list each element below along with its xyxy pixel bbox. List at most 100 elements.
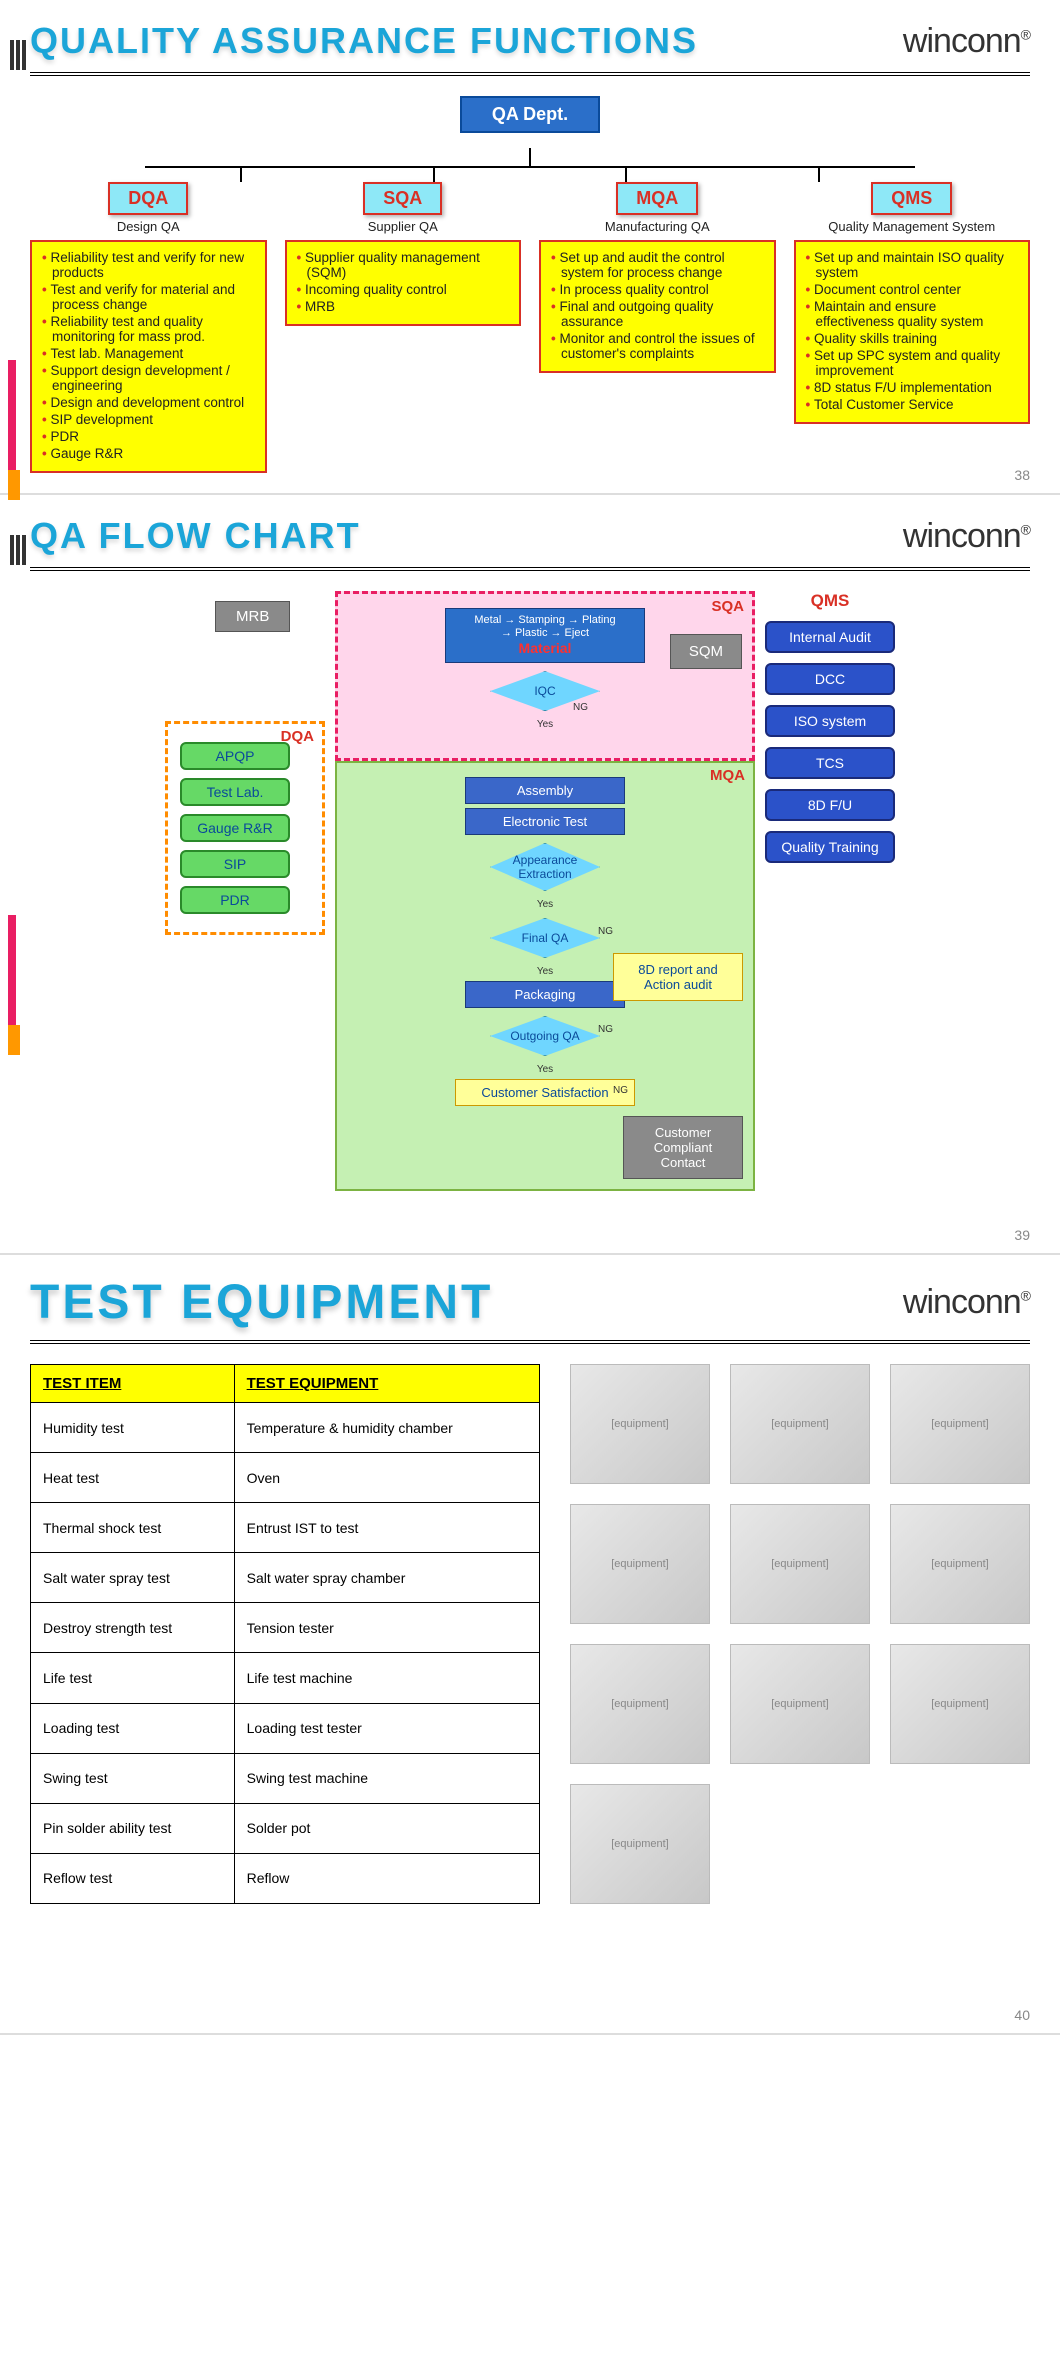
org-col-qms: QMS Quality Management System Set up and m… xyxy=(794,182,1031,473)
equipment-photo: [equipment] xyxy=(570,1364,710,1484)
table-cell: Solder pot xyxy=(234,1803,539,1853)
brand-logo: winconn® xyxy=(903,517,1030,556)
dqa-item: Test Lab. xyxy=(180,778,290,806)
table-cell: Swing test machine xyxy=(234,1753,539,1803)
qms-item: 8D F/U xyxy=(765,789,895,821)
equipment-images: [equipment] [equipment] [equipment] [equipm… xyxy=(570,1364,1030,1904)
finalqa-diamond: Final QA xyxy=(490,918,600,958)
org-subtitle: Manufacturing QA xyxy=(605,219,710,234)
center-flow: MRB SQA Metal → Stamping → Plating → Pla… xyxy=(335,591,755,1191)
decor-bars xyxy=(10,535,26,565)
org-bullet-item: Gauge R&R xyxy=(42,446,255,461)
org-bullet-item: Set up and maintain ISO quality system xyxy=(806,250,1019,280)
table-cell: Heat test xyxy=(31,1453,235,1503)
table-row: Life testLife test machine xyxy=(31,1653,540,1703)
table-cell: Entrust IST to test xyxy=(234,1503,539,1553)
table-row: Salt water spray testSalt water spray ch… xyxy=(31,1553,540,1603)
packaging-box: Packaging xyxy=(465,981,625,1008)
etest-box: Electronic Test xyxy=(465,808,625,835)
org-code-box: SQA xyxy=(363,182,442,215)
org-code-box: QMS xyxy=(871,182,952,215)
org-bullet-item: SIP development xyxy=(42,412,255,427)
org-bullet-item: MRB xyxy=(297,299,510,314)
table-cell: Reflow xyxy=(234,1853,539,1903)
org-bullet-item: Support design development / engineering xyxy=(42,363,255,393)
th-test-equipment: TEST EQUIPMENT xyxy=(234,1365,539,1403)
org-bullet-item: Reliability test and quality monitoring … xyxy=(42,314,255,344)
divider xyxy=(30,567,1030,571)
table-cell: Reflow test xyxy=(31,1853,235,1903)
org-bullet-item: Set up SPC system and quality improvemen… xyxy=(806,348,1019,378)
qms-item: ISO system xyxy=(765,705,895,737)
org-bullet-item: In process quality control xyxy=(551,282,764,297)
table-cell: Pin solder ability test xyxy=(31,1803,235,1853)
org-subtitle: Quality Management System xyxy=(828,219,995,234)
table-row: Destroy strength testTension tester xyxy=(31,1603,540,1653)
slide2-title: QA FLOW CHART xyxy=(30,515,361,557)
org-bullet-item: Test lab. Management xyxy=(42,346,255,361)
org-bullet-item: Maintain and ensure effectiveness qualit… xyxy=(806,299,1019,329)
equipment-photo: [equipment] xyxy=(570,1504,710,1624)
table-cell: Destroy strength test xyxy=(31,1603,235,1653)
org-bullet-item: 8D status F/U implementation xyxy=(806,380,1019,395)
qms-item: Quality Training xyxy=(765,831,895,863)
org-bullet-item: PDR xyxy=(42,429,255,444)
org-bullet-list: Reliability test and verify for new prod… xyxy=(30,240,267,473)
org-bullet-item: Document control center xyxy=(806,282,1019,297)
page-number: 38 xyxy=(1014,467,1030,483)
side-accent xyxy=(8,360,20,500)
qms-item: Internal Audit xyxy=(765,621,895,653)
table-cell: Salt water spray test xyxy=(31,1553,235,1603)
equipment-photo: [equipment] xyxy=(890,1364,1030,1484)
table-cell: Salt water spray chamber xyxy=(234,1553,539,1603)
org-col-sqa: SQASupplier QASupplier quality managemen… xyxy=(285,182,522,473)
slide-qa-flowchart: QA FLOW CHART winconn® DQA APQPTest Lab.… xyxy=(0,495,1060,1255)
side-accent xyxy=(8,915,20,1055)
customer-contact-box: Customer Compliant Contact xyxy=(623,1116,743,1179)
page-number: 40 xyxy=(1014,2007,1030,2023)
org-columns: DQA Design QA Reliability test and verify … xyxy=(30,182,1030,473)
divider xyxy=(30,72,1030,76)
org-col-mqa: MQAManufacturing QASet up and audit the … xyxy=(539,182,776,473)
table-row: Pin solder ability testSolder pot xyxy=(31,1803,540,1853)
org-root: QA Dept. xyxy=(460,96,600,133)
org-bullet-list: Supplier quality management (SQM) Incomin… xyxy=(285,240,522,326)
mqa-zone: MQA Assembly Electronic Test Appearance … xyxy=(335,761,755,1191)
satisfaction-box: Customer Satisfaction xyxy=(455,1079,635,1106)
equipment-photo: [equipment] xyxy=(570,1784,710,1904)
org-bullet-item: Supplier quality management (SQM) xyxy=(297,250,510,280)
dqa-item: Gauge R&R xyxy=(180,814,290,842)
qms-column: QMS Internal AuditDCCISO systemTCS8D F/U… xyxy=(765,591,895,1191)
org-bullet-item: Monitor and control the issues of custom… xyxy=(551,331,764,361)
action-audit-box: 8D report and Action audit xyxy=(613,953,743,1001)
brand-logo: winconn® xyxy=(903,1283,1030,1322)
table-cell: Temperature & humidity chamber xyxy=(234,1403,539,1453)
flowchart: DQA APQPTest Lab.Gauge R&RSIPPDR MRB SQA… xyxy=(30,591,1030,1191)
qms-item: DCC xyxy=(765,663,895,695)
org-subtitle: Design QA xyxy=(117,219,180,234)
dqa-zone: DQA APQPTest Lab.Gauge R&RSIPPDR xyxy=(165,721,325,935)
brand-logo: winconn® xyxy=(903,22,1030,61)
table-row: Heat testOven xyxy=(31,1453,540,1503)
divider xyxy=(30,1340,1030,1344)
table-cell: Humidity test xyxy=(31,1403,235,1453)
org-bullet-item: Design and development control xyxy=(42,395,255,410)
org-bullet-item: Total Customer Service xyxy=(806,397,1019,412)
sqa-zone: SQA Metal → Stamping → Plating → Plastic… xyxy=(335,591,755,761)
table-row: Loading testLoading test tester xyxy=(31,1703,540,1753)
slide3-title: TEST EQUIPMENT xyxy=(30,1275,493,1330)
org-bullet-item: Final and outgoing quality assurance xyxy=(551,299,764,329)
dqa-item: SIP xyxy=(180,850,290,878)
org-code-box: DQA xyxy=(108,182,188,215)
org-bullet-item: Incoming quality control xyxy=(297,282,510,297)
sqm-box: SQM xyxy=(670,634,742,669)
org-bullet-item: Test and verify for material and process… xyxy=(42,282,255,312)
mrb-box: MRB xyxy=(215,601,290,632)
table-row: Humidity testTemperature & humidity cham… xyxy=(31,1403,540,1453)
table-cell: Loading test xyxy=(31,1703,235,1753)
table-cell: Life test xyxy=(31,1653,235,1703)
equipment-photo: [equipment] xyxy=(890,1504,1030,1624)
org-col-dqa: DQA Design QA Reliability test and verify … xyxy=(30,182,267,473)
slide-test-equipment: TEST EQUIPMENT winconn® TEST ITEM TEST E… xyxy=(0,1255,1060,2035)
test-equipment-table: TEST ITEM TEST EQUIPMENT Humidity testTe… xyxy=(30,1364,540,1904)
